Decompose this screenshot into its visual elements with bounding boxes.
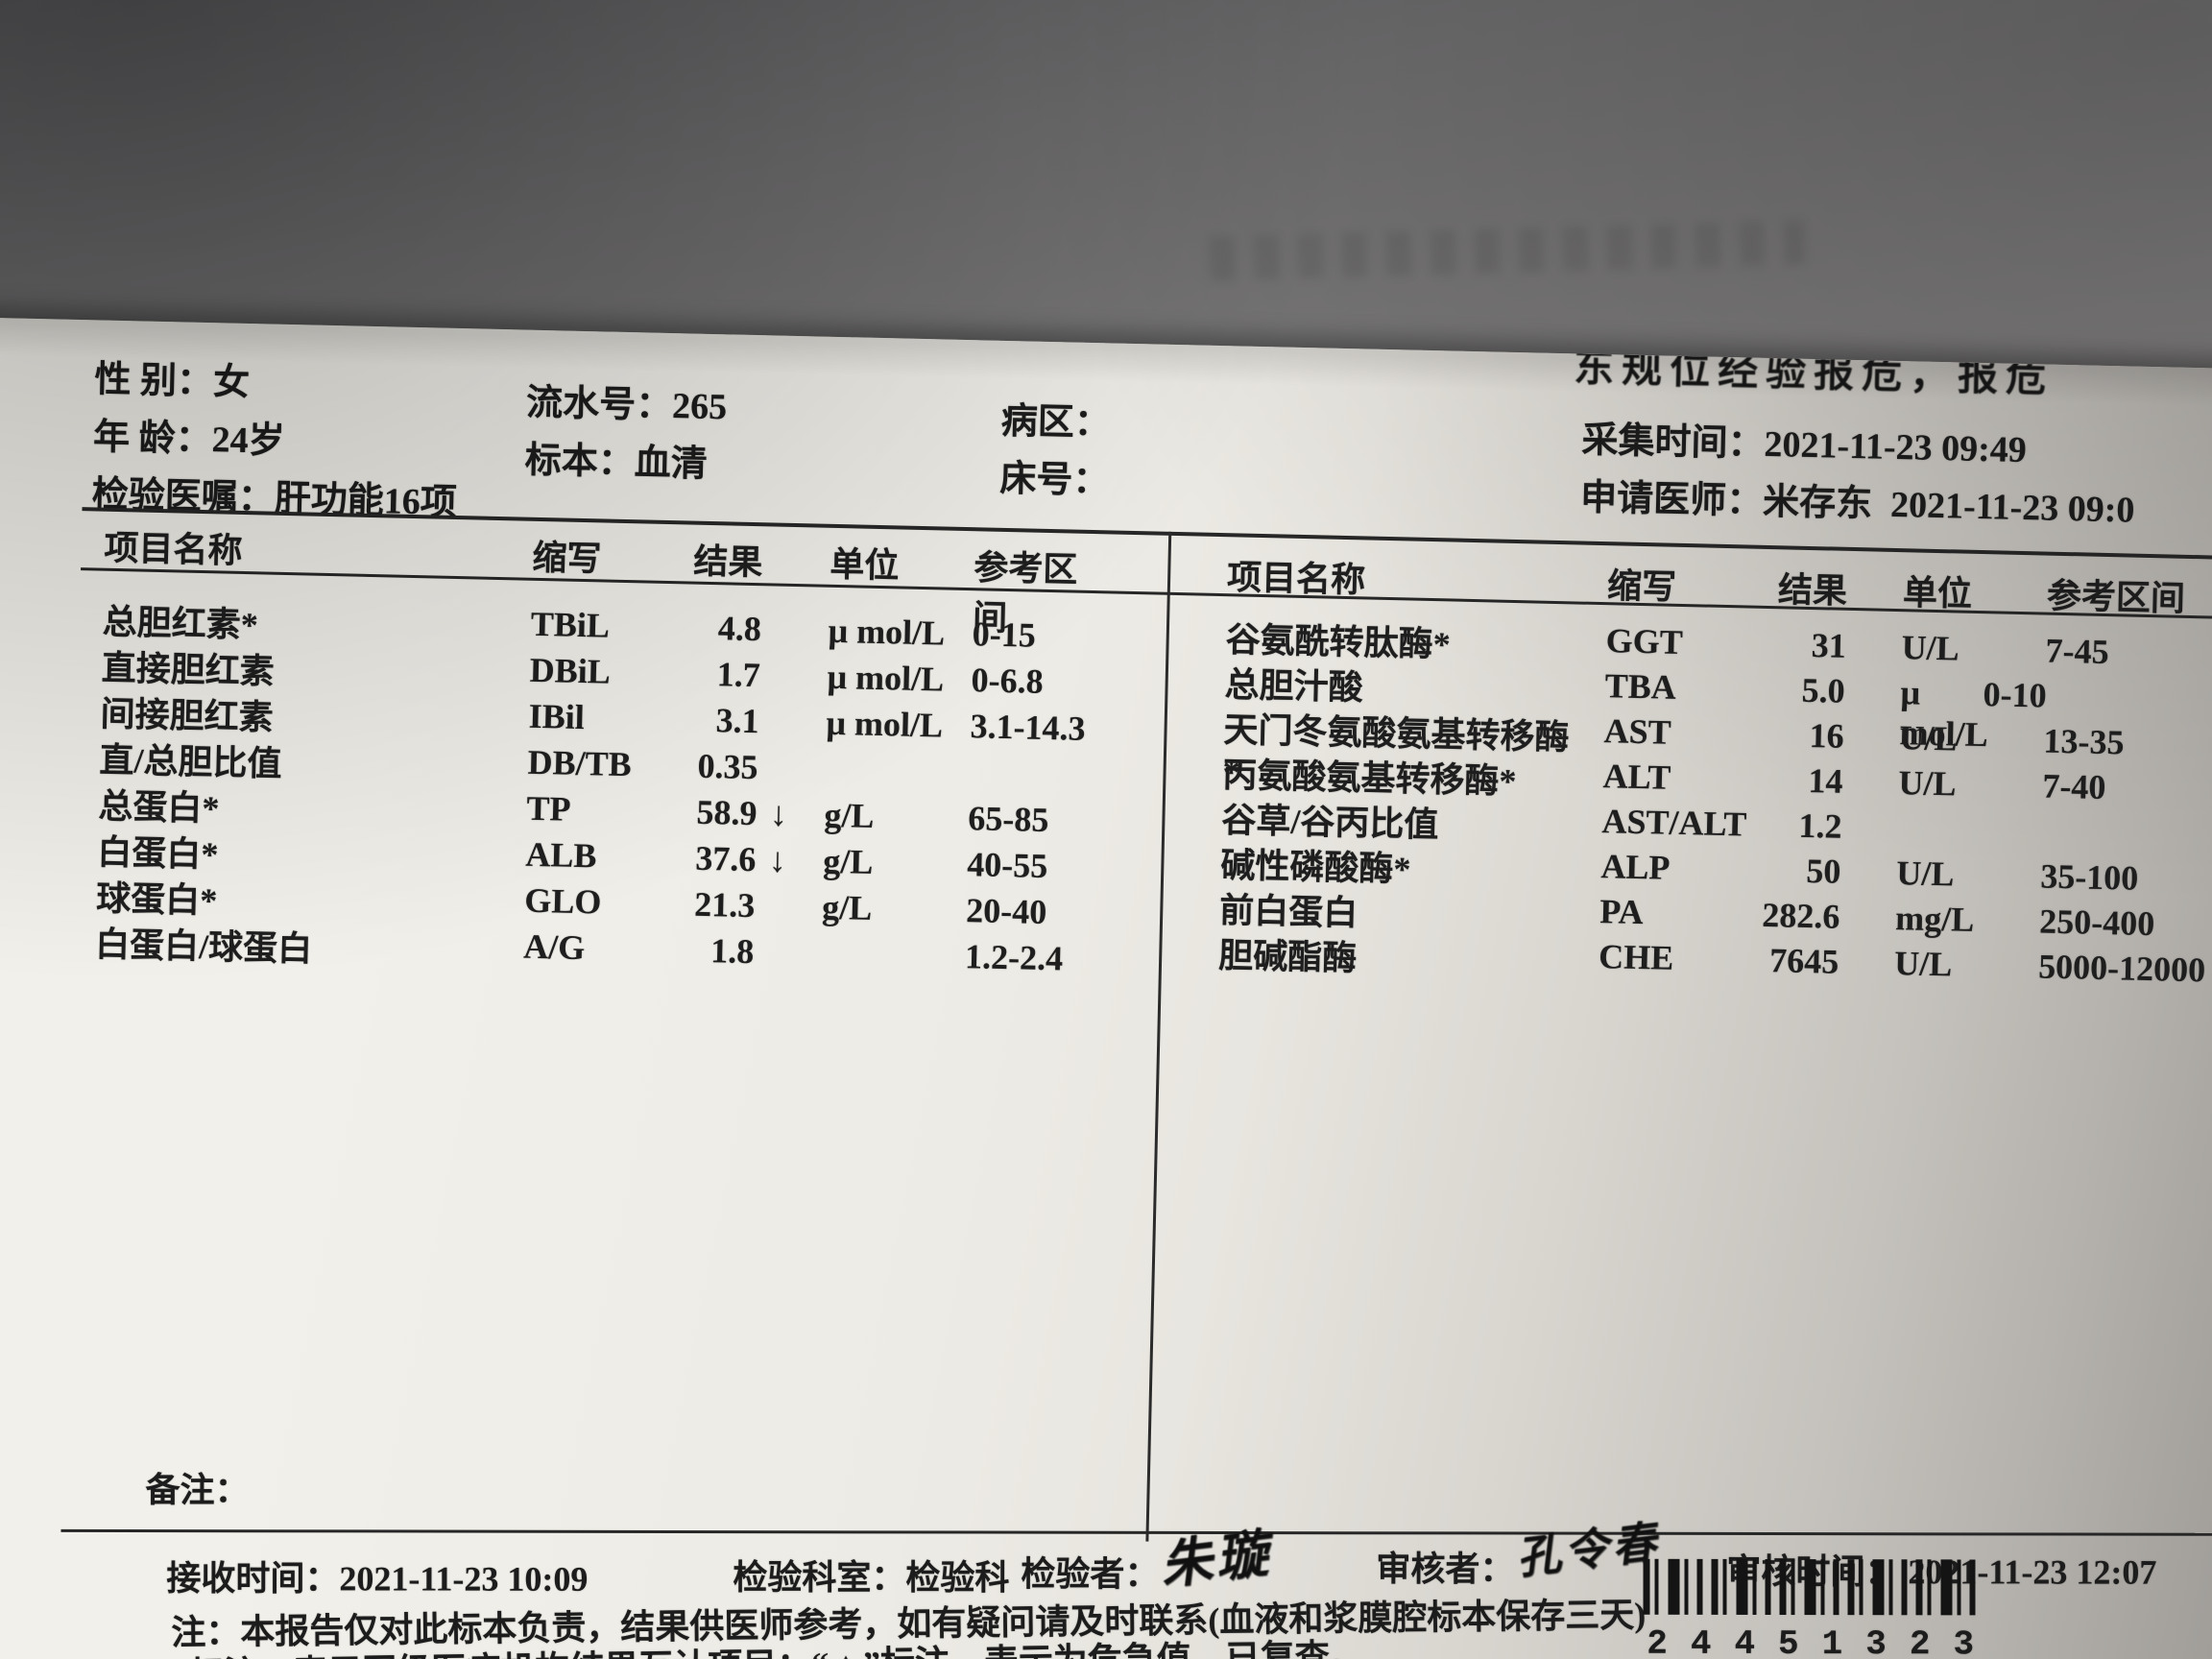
department-value: 检验科 bbox=[905, 1558, 1010, 1598]
specimen-value: 血清 bbox=[634, 443, 709, 485]
physician-field: 申请医师：米存东 2021-11-23 09:0 bbox=[1580, 468, 2136, 533]
ward-label: 病区： bbox=[1000, 400, 1112, 445]
collected-field: 采集时间：2021-11-23 09:49 bbox=[1581, 410, 2028, 472]
received-value: 2021-11-23 10:09 bbox=[339, 1559, 589, 1599]
background-ghost-smudge bbox=[1209, 220, 1806, 281]
age-value: 24岁 bbox=[211, 420, 286, 462]
col-result: 结果 bbox=[1777, 570, 1848, 611]
right-table-header: 项目名称 缩写 结果 单位 参考区间 bbox=[1214, 549, 2212, 623]
age-field: 年 龄：24岁 bbox=[93, 406, 286, 464]
remark-label: 备注： bbox=[145, 1471, 250, 1510]
barcode-number: 24451323 bbox=[1647, 1623, 1998, 1659]
footer: 备注： 接收时间：2021-11-23 10:09 检验科室：检验科 检验者： … bbox=[60, 1433, 2212, 1659]
serial-field: 流水号：265 bbox=[526, 373, 728, 430]
physician-value: 米存东 bbox=[1762, 481, 1873, 525]
footer-rule bbox=[60, 1528, 2212, 1536]
department-field: 检验科室：检验科 bbox=[733, 1550, 1009, 1600]
table-divider bbox=[1145, 531, 1172, 1542]
department-label: 检验科室： bbox=[733, 1558, 906, 1598]
reviewer-label: 审核者： bbox=[1376, 1550, 1515, 1589]
collected-value: 2021-11-23 09:49 bbox=[1764, 423, 2028, 471]
ward-field: 病区： bbox=[1000, 391, 1111, 446]
examiner-signature: 朱璇 bbox=[1161, 1523, 1280, 1596]
received-field: 接收时间：2021-11-23 10:09 bbox=[166, 1551, 588, 1601]
bed-label: 床号： bbox=[998, 458, 1110, 502]
serial-value: 265 bbox=[671, 386, 728, 428]
col-unit: 单位 bbox=[1902, 573, 1973, 613]
received-label: 接收时间： bbox=[166, 1559, 340, 1599]
serial-label: 流水号： bbox=[525, 382, 673, 427]
col-name: 项目名称 bbox=[1226, 558, 1366, 600]
sex-label: 性 别： bbox=[94, 359, 214, 403]
specimen-field: 标本：血清 bbox=[524, 430, 708, 487]
specimen-label: 标本： bbox=[524, 440, 636, 484]
lab-report-paper: 东规位经验报危，报危 性 别：女 年 龄：24岁 检验医嘱：肝功能16项 流水号… bbox=[0, 317, 2212, 1659]
sex-value: 女 bbox=[212, 362, 251, 404]
col-range: 参考区间 bbox=[2046, 576, 2186, 618]
clipped-header-text: 东规位经验报危，报危 bbox=[1573, 353, 2055, 401]
sex-field: 性 别：女 bbox=[94, 349, 251, 405]
bed-field: 床号： bbox=[999, 448, 1110, 504]
age-label: 年 龄： bbox=[92, 417, 213, 461]
collected-label: 采集时间： bbox=[1581, 420, 1765, 465]
col-abbr: 缩写 bbox=[1606, 566, 1677, 607]
examiner-label: 检验者： bbox=[1021, 1554, 1160, 1594]
physician-time: 2021-11-23 09:0 bbox=[1889, 484, 2135, 531]
physician-label: 申请医师： bbox=[1579, 477, 1764, 522]
barcode bbox=[1643, 1558, 1982, 1616]
